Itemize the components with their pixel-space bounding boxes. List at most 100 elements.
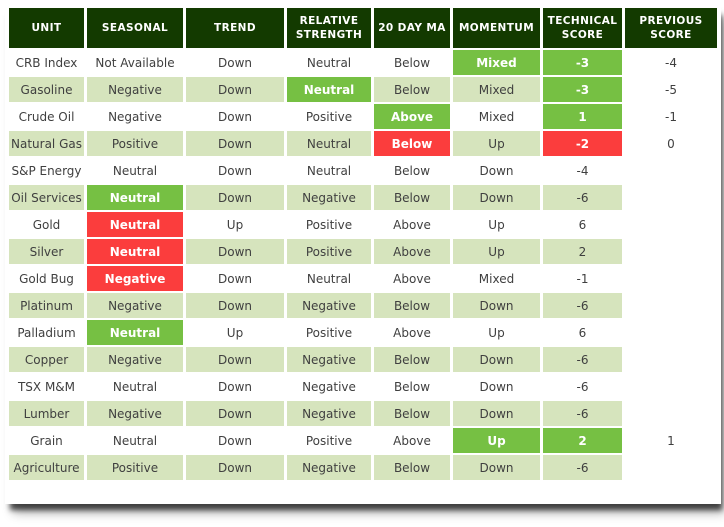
cell-seasonal: Neutral [87, 185, 183, 210]
cell-relative-strength: Neutral [287, 158, 371, 183]
cell-momentum: Up [453, 131, 540, 156]
table-row: Oil Services Neutral Down Negative Below Down… [9, 185, 717, 210]
cell-20-day-ma: Above [374, 104, 450, 129]
cell-relative-strength: Negative [287, 455, 371, 480]
cell-technical-score: 2 [543, 428, 622, 453]
table-body: CRB Index Not Available Down Neutral Below Mi… [9, 50, 717, 480]
table-frame: UNIT SEASONAL TREND RELATIVE STRENGTH 20 DAY… [5, 5, 721, 504]
cell-unit: Grain [9, 428, 84, 453]
cell-technical-score: -6 [543, 374, 622, 399]
cell-unit: S&P Energy [9, 158, 84, 183]
cell-unit: Silver [9, 239, 84, 264]
cell-relative-strength: Positive [287, 104, 371, 129]
table-row: Crude Oil Negative Down Positive Above Mixed 1… [9, 104, 717, 129]
table-row: Gold Bug Negative Down Neutral Above Mixed -1 [9, 266, 717, 291]
cell-trend: Up [186, 320, 284, 345]
cell-seasonal: Neutral [87, 158, 183, 183]
column-header-relative-strength: RELATIVE STRENGTH [287, 8, 371, 48]
cell-technical-score: -6 [543, 347, 622, 372]
cell-previous-score [625, 185, 717, 210]
cell-seasonal: Neutral [87, 428, 183, 453]
cell-technical-score: -1 [543, 266, 622, 291]
cell-trend: Up [186, 212, 284, 237]
cell-previous-score [625, 293, 717, 318]
cell-technical-score: -6 [543, 401, 622, 426]
cell-technical-score: -6 [543, 185, 622, 210]
cell-previous-score [625, 239, 717, 264]
cell-previous-score [625, 158, 717, 183]
cell-technical-score: -3 [543, 77, 622, 102]
cell-trend: Down [186, 455, 284, 480]
table-row: CRB Index Not Available Down Neutral Below Mi… [9, 50, 717, 75]
cell-seasonal: Neutral [87, 320, 183, 345]
cell-relative-strength: Negative [287, 293, 371, 318]
cell-relative-strength: Negative [287, 185, 371, 210]
cell-relative-strength: Positive [287, 428, 371, 453]
cell-unit: Gold Bug [9, 266, 84, 291]
cell-20-day-ma: Below [374, 158, 450, 183]
cell-technical-score: -3 [543, 50, 622, 75]
cell-technical-score: 2 [543, 239, 622, 264]
cell-previous-score [625, 266, 717, 291]
cell-trend: Down [186, 428, 284, 453]
cell-technical-score: 6 [543, 320, 622, 345]
cell-previous-score [625, 401, 717, 426]
cell-relative-strength: Negative [287, 374, 371, 399]
cell-technical-score: -4 [543, 158, 622, 183]
column-header-unit: UNIT [9, 8, 84, 48]
cell-momentum: Down [453, 347, 540, 372]
cell-unit: TSX M&M [9, 374, 84, 399]
cell-previous-score [625, 374, 717, 399]
cell-previous-score [625, 212, 717, 237]
cell-momentum: Mixed [453, 50, 540, 75]
cell-20-day-ma: Above [374, 428, 450, 453]
cell-trend: Down [186, 50, 284, 75]
cell-relative-strength: Negative [287, 401, 371, 426]
cell-seasonal: Neutral [87, 212, 183, 237]
cell-technical-score: -2 [543, 131, 622, 156]
cell-relative-strength: Negative [287, 347, 371, 372]
cell-trend: Down [186, 266, 284, 291]
cell-trend: Down [186, 158, 284, 183]
cell-20-day-ma: Below [374, 347, 450, 372]
cell-momentum: Down [453, 401, 540, 426]
table-row: Natural Gas Positive Down Neutral Below Up -2 0 [9, 131, 717, 156]
cell-trend: Down [186, 401, 284, 426]
cell-momentum: Down [453, 374, 540, 399]
technical-scores-table: UNIT SEASONAL TREND RELATIVE STRENGTH 20 DAY… [6, 6, 720, 482]
cell-technical-score: -6 [543, 293, 622, 318]
cell-relative-strength: Positive [287, 239, 371, 264]
cell-momentum: Up [453, 428, 540, 453]
column-header-trend: TREND [186, 8, 284, 48]
cell-relative-strength: Neutral [287, 131, 371, 156]
cell-trend: Down [186, 131, 284, 156]
cell-seasonal: Neutral [87, 374, 183, 399]
cell-momentum: Down [453, 185, 540, 210]
cell-relative-strength: Positive [287, 212, 371, 237]
cell-momentum: Up [453, 212, 540, 237]
table-row: Gold Neutral Up Positive Above Up 6 [9, 212, 717, 237]
cell-unit: Platinum [9, 293, 84, 318]
cell-trend: Down [186, 185, 284, 210]
cell-previous-score: -5 [625, 77, 717, 102]
cell-20-day-ma: Below [374, 77, 450, 102]
cell-trend: Down [186, 77, 284, 102]
cell-momentum: Up [453, 320, 540, 345]
cell-relative-strength: Neutral [287, 77, 371, 102]
cell-unit: Oil Services [9, 185, 84, 210]
cell-momentum: Up [453, 239, 540, 264]
cell-seasonal: Neutral [87, 239, 183, 264]
cell-20-day-ma: Above [374, 320, 450, 345]
table-row: Agriculture Positive Down Negative Below Down… [9, 455, 717, 480]
cell-20-day-ma: Above [374, 266, 450, 291]
cell-20-day-ma: Below [374, 374, 450, 399]
table-row: TSX M&M Neutral Down Negative Below Down -6 [9, 374, 717, 399]
cell-20-day-ma: Above [374, 212, 450, 237]
cell-previous-score [625, 347, 717, 372]
cell-unit: Gasoline [9, 77, 84, 102]
table-row: Lumber Negative Down Negative Below Down -6 [9, 401, 717, 426]
cell-unit: Gold [9, 212, 84, 237]
cell-previous-score: 1 [625, 428, 717, 453]
cell-trend: Down [186, 239, 284, 264]
cell-relative-strength: Neutral [287, 266, 371, 291]
